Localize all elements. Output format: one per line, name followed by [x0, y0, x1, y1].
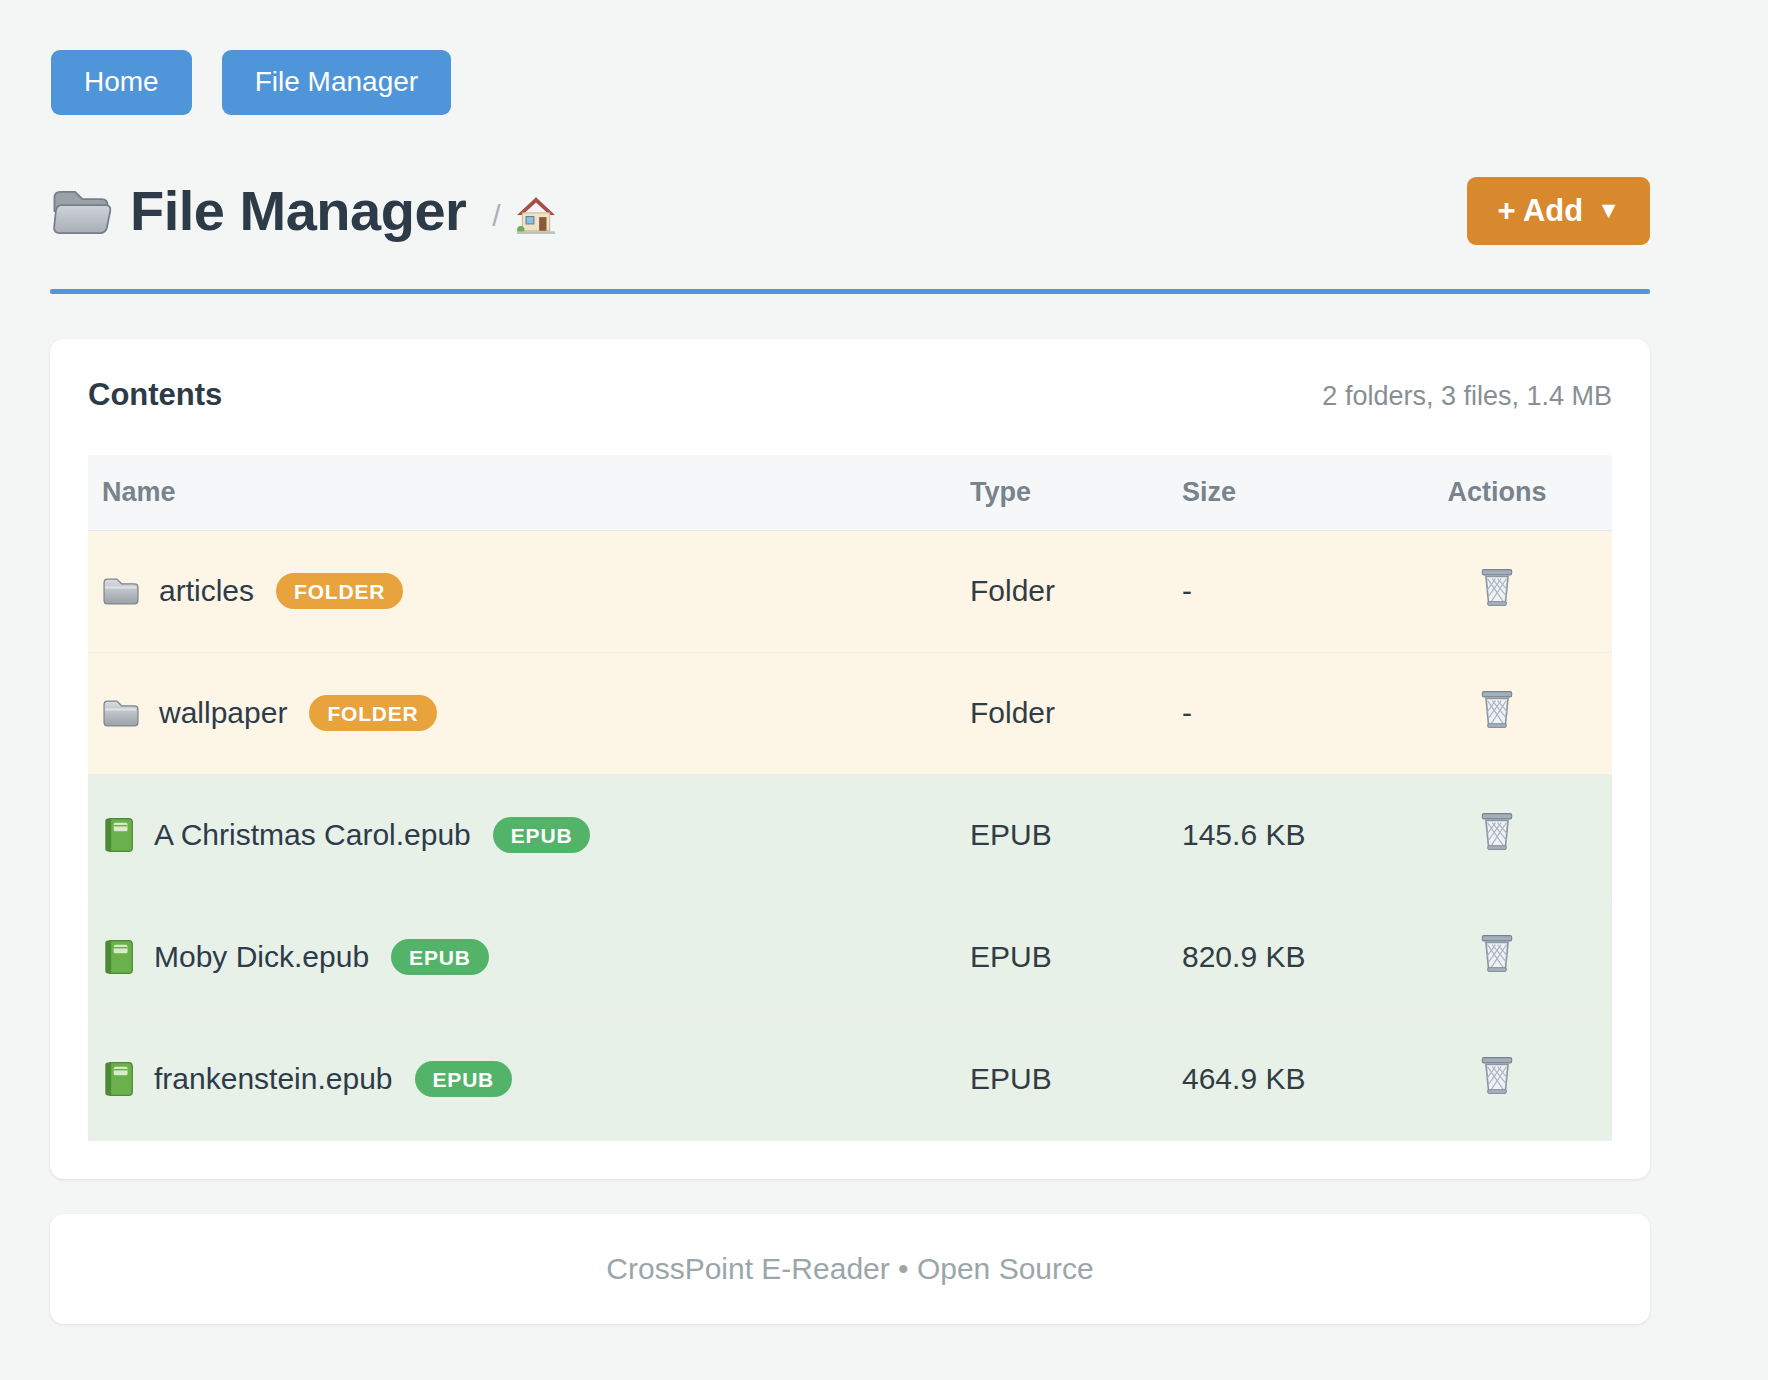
type-cell: EPUB [970, 774, 1182, 896]
type-cell: Folder [970, 652, 1182, 774]
add-button-label: + Add [1497, 193, 1583, 229]
file-name-link[interactable]: A Christmas Carol.epub [154, 818, 471, 852]
size-cell: 820.9 KB [1182, 896, 1382, 1018]
contents-summary: 2 folders, 3 files, 1.4 MB [1322, 381, 1612, 412]
folder-badge: FOLDER [276, 573, 403, 609]
epub-badge: EPUB [415, 1061, 513, 1097]
footer-card: CrossPoint E-Reader • Open Source [50, 1214, 1650, 1324]
type-cell: Folder [970, 530, 1182, 652]
delete-button[interactable] [1479, 811, 1515, 856]
add-button[interactable]: + Add ▼ [1467, 177, 1650, 245]
top-navigation: Home File Manager [51, 50, 1700, 115]
green-book-icon [102, 939, 134, 975]
column-header-actions: Actions [1382, 455, 1612, 531]
delete-button[interactable] [1479, 689, 1515, 734]
trash-icon [1479, 933, 1515, 975]
folder-badge: FOLDER [309, 695, 436, 731]
actions-cell [1382, 530, 1612, 652]
folder-icon [102, 697, 139, 729]
column-header-size: Size [1182, 455, 1382, 531]
table-row[interactable]: frankenstein.epub EPUB EPUB 464.9 KB [88, 1018, 1612, 1140]
column-header-type: Type [970, 455, 1182, 531]
actions-cell [1382, 896, 1612, 1018]
trash-icon [1479, 811, 1515, 853]
home-nav-button[interactable]: Home [51, 50, 192, 115]
green-book-icon [102, 817, 134, 853]
folder-name-link[interactable]: wallpaper [159, 696, 287, 730]
page-header: File Manager / + Add ▼ [50, 177, 1650, 245]
table-row[interactable]: articles FOLDER Folder - [88, 530, 1612, 652]
page-title: File Manager [130, 178, 466, 243]
trash-icon [1479, 567, 1515, 609]
file-manager-nav-button[interactable]: File Manager [222, 50, 451, 115]
file-table: Name Type Size Actions articles FOLDER [88, 455, 1612, 1141]
size-cell: 145.6 KB [1182, 774, 1382, 896]
breadcrumb-separator: / [492, 199, 500, 233]
folder-open-icon [50, 185, 112, 237]
size-cell: - [1182, 530, 1382, 652]
contents-title: Contents [88, 377, 222, 413]
size-cell: 464.9 KB [1182, 1018, 1382, 1140]
table-row[interactable]: Moby Dick.epub EPUB EPUB 820.9 KB [88, 896, 1612, 1018]
trash-icon [1479, 689, 1515, 731]
footer-text: CrossPoint E-Reader • Open Source [606, 1252, 1093, 1285]
delete-button[interactable] [1479, 567, 1515, 612]
actions-cell [1382, 652, 1612, 774]
name-cell: Moby Dick.epub EPUB [88, 896, 970, 1018]
epub-badge: EPUB [391, 939, 489, 975]
file-name-link[interactable]: Moby Dick.epub [154, 940, 369, 974]
folder-icon [102, 575, 139, 607]
file-name-link[interactable]: frankenstein.epub [154, 1062, 393, 1096]
column-header-name: Name [88, 455, 970, 531]
type-cell: EPUB [970, 896, 1182, 1018]
delete-button[interactable] [1479, 933, 1515, 978]
actions-cell [1382, 1018, 1612, 1140]
folder-name-link[interactable]: articles [159, 574, 254, 608]
name-cell: wallpaper FOLDER [88, 652, 970, 774]
table-header-row: Name Type Size Actions [88, 455, 1612, 531]
contents-header: Contents 2 folders, 3 files, 1.4 MB [88, 377, 1612, 413]
trash-icon [1479, 1055, 1515, 1097]
size-cell: - [1182, 652, 1382, 774]
chevron-down-icon: ▼ [1597, 197, 1620, 224]
title-divider [50, 289, 1650, 294]
name-cell: A Christmas Carol.epub EPUB [88, 774, 970, 896]
delete-button[interactable] [1479, 1055, 1515, 1100]
table-row[interactable]: A Christmas Carol.epub EPUB EPUB 145.6 K… [88, 774, 1612, 896]
file-manager-page: Home File Manager File Manager / + Add ▼… [0, 0, 1700, 1324]
type-cell: EPUB [970, 1018, 1182, 1140]
contents-card: Contents 2 folders, 3 files, 1.4 MB Name… [50, 339, 1650, 1179]
home-icon[interactable] [515, 195, 557, 235]
green-book-icon [102, 1061, 134, 1097]
title-group: File Manager / [50, 178, 557, 243]
name-cell: articles FOLDER [88, 530, 970, 652]
table-row[interactable]: wallpaper FOLDER Folder - [88, 652, 1612, 774]
actions-cell [1382, 774, 1612, 896]
name-cell: frankenstein.epub EPUB [88, 1018, 970, 1140]
epub-badge: EPUB [493, 817, 591, 853]
